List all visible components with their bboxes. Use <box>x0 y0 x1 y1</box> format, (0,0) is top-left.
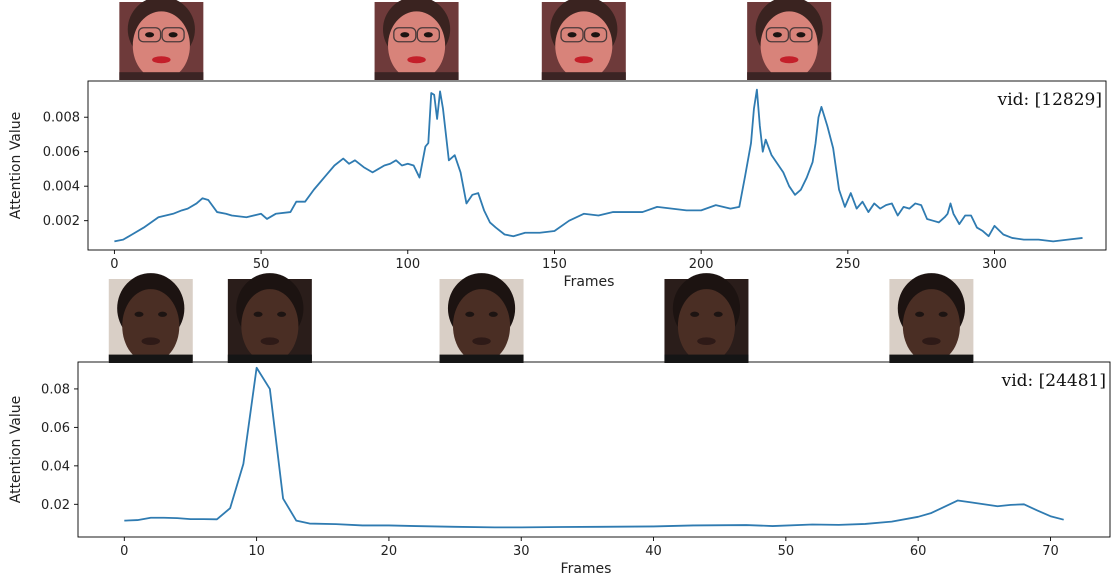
glasses-lens <box>161 27 185 43</box>
eye-shape <box>134 311 144 317</box>
mouth-shape <box>922 337 941 345</box>
eye-shape <box>158 311 168 317</box>
y-tick-label: 0.002 <box>43 214 80 229</box>
mouth-shape <box>779 56 799 64</box>
vid-annotation: vid: [24481] <box>1001 371 1106 391</box>
y-tick-label: 0.02 <box>41 498 70 513</box>
plot-frame <box>87 80 1107 251</box>
eye-shape <box>567 32 577 38</box>
shoulders-shape <box>541 72 626 80</box>
x-tick-label: 40 <box>645 544 662 559</box>
y-tick-label: 0.04 <box>41 459 70 474</box>
face-shape <box>452 289 511 363</box>
x-axis-label: Frames <box>561 561 612 577</box>
x-tick-label: 100 <box>395 257 420 272</box>
x-tick-label: 0 <box>120 544 128 559</box>
x-tick-label: 70 <box>1042 544 1059 559</box>
shoulders-shape <box>119 72 204 80</box>
eye-shape <box>400 32 410 38</box>
mouth-shape <box>697 337 716 345</box>
eye-shape <box>915 311 925 317</box>
eye-shape <box>253 311 263 317</box>
eye-shape <box>145 32 155 38</box>
plot-frame <box>77 361 1111 538</box>
attention-series-line <box>114 88 1083 243</box>
face-shape <box>122 289 180 363</box>
mouth-shape <box>407 56 426 64</box>
y-tick-label: 0.08 <box>41 382 70 397</box>
eye-shape <box>796 32 806 38</box>
eye-shape <box>465 311 475 317</box>
face-thumbnail <box>108 273 193 363</box>
glasses-lens <box>416 27 440 43</box>
shoulders-shape <box>889 354 974 363</box>
mouth-shape <box>141 337 161 345</box>
y-axis-label: Attention Value <box>8 112 24 220</box>
x-tick-label: 60 <box>910 544 927 559</box>
glasses-lens <box>560 27 584 43</box>
face-shape <box>388 11 446 80</box>
shoulders-shape <box>108 354 193 363</box>
glasses-lens <box>137 27 162 43</box>
y-tick-label: 0.006 <box>43 145 80 160</box>
face-thumbnail <box>119 0 204 80</box>
face-thumbnail <box>889 273 974 363</box>
face-thumbnail <box>227 273 312 363</box>
eye-shape <box>488 311 498 317</box>
x-tick-label: 300 <box>982 257 1007 272</box>
face-thumbnail <box>747 0 832 80</box>
glasses-lens <box>393 27 417 43</box>
face-thumbnail <box>541 0 626 80</box>
shoulders-shape <box>439 354 524 363</box>
shoulders-shape <box>664 354 749 363</box>
y-tick-label: 0.004 <box>43 180 80 195</box>
shoulders-shape <box>374 72 459 80</box>
eye-shape <box>277 311 287 317</box>
face-shape <box>241 289 299 363</box>
y-tick-label: 0.008 <box>43 111 80 126</box>
eye-shape <box>690 311 700 317</box>
eye-shape <box>713 311 723 317</box>
eye-shape <box>772 32 782 38</box>
x-tick-label: 10 <box>248 544 265 559</box>
x-tick-label: 250 <box>835 257 860 272</box>
chart-bottom: 0 10 20 30 40 50 60 70 0.02 0.04 0.06 0.08 Frames Att… <box>8 361 1111 577</box>
shoulders-shape <box>227 354 312 363</box>
mouth-shape <box>472 337 491 345</box>
x-tick-label: 30 <box>513 544 530 559</box>
y-axis-label: Attention Value <box>8 396 24 504</box>
face-shape <box>760 11 818 80</box>
glasses-lens <box>583 27 608 43</box>
vid-annotation: vid: [12829] <box>997 90 1102 110</box>
shoulders-shape <box>747 72 832 80</box>
face-thumbnail <box>374 0 459 80</box>
face-shape <box>132 11 190 80</box>
x-tick-label: 200 <box>689 257 714 272</box>
x-axis-label: Frames <box>564 274 615 290</box>
x-tick-label: 50 <box>253 257 270 272</box>
mouth-shape <box>152 56 171 64</box>
eye-shape <box>423 32 433 38</box>
face-thumbnail <box>664 273 749 363</box>
chart-top: 0 50 100 150 200 250 300 0.002 0.004 0.006 0.008 Fr… <box>8 80 1107 290</box>
mouth-shape <box>574 56 594 64</box>
attention-series-line <box>124 366 1064 529</box>
face-thumbnail <box>439 273 524 363</box>
glasses-lens <box>789 27 813 43</box>
face-shape <box>677 289 736 363</box>
x-tick-label: 150 <box>542 257 567 272</box>
eye-shape <box>168 32 178 38</box>
x-tick-label: 20 <box>381 544 398 559</box>
y-tick-label: 0.06 <box>41 421 70 436</box>
mouth-shape <box>260 337 280 345</box>
face-shape <box>555 11 613 80</box>
glasses-lens <box>765 27 790 43</box>
face-shape <box>902 289 960 363</box>
eye-shape <box>938 311 948 317</box>
eye-shape <box>591 32 601 38</box>
x-tick-label: 0 <box>110 257 118 272</box>
x-tick-label: 50 <box>778 544 795 559</box>
